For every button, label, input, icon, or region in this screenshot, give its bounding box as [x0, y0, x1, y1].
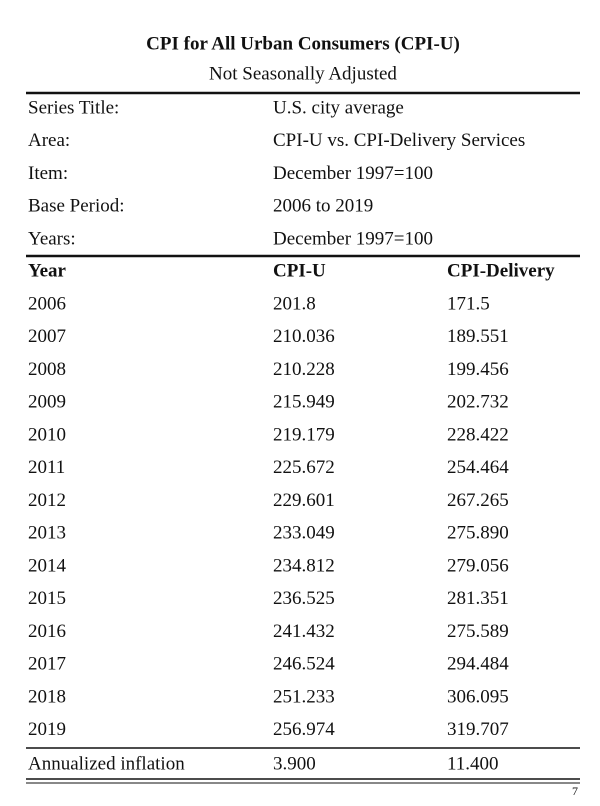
page-number: 7: [572, 784, 578, 798]
meta-value: December 1997=100: [273, 163, 433, 184]
cell: 225.672: [273, 457, 335, 478]
meta-value: 2006 to 2019: [273, 196, 373, 217]
cell: 2017: [28, 654, 66, 675]
title: CPI for All Urban Consumers (CPI-U): [146, 33, 460, 54]
cell: 275.890: [447, 523, 509, 544]
cell: 210.228: [273, 359, 335, 380]
cell: 256.974: [273, 719, 335, 740]
cell: 2007: [28, 326, 66, 347]
cell: 2012: [28, 490, 66, 511]
cell: 234.812: [273, 555, 335, 576]
cell: 275.589: [447, 621, 509, 642]
cell: 228.422: [447, 424, 509, 445]
cell: 251.233: [273, 686, 335, 707]
subtitle: Not Seasonally Adjusted: [209, 63, 397, 84]
cell: 202.732: [447, 392, 509, 413]
cell: 306.095: [447, 686, 509, 707]
cell: 2011: [28, 457, 65, 478]
cell: 219.179: [273, 424, 335, 445]
cell: 281.351: [447, 588, 509, 609]
footer-cell: 3.900: [273, 753, 316, 774]
cell: 241.432: [273, 621, 335, 642]
cell: 2013: [28, 523, 66, 544]
meta-value: CPI-U vs. CPI-Delivery Services: [273, 130, 525, 151]
cell: 199.456: [447, 359, 509, 380]
cell: 236.525: [273, 588, 335, 609]
cell: 2006: [28, 293, 66, 314]
cell: 2015: [28, 588, 66, 609]
footer-cell: Annualized inflation: [28, 753, 185, 774]
cell: 189.551: [447, 326, 509, 347]
cell: 2010: [28, 424, 66, 445]
cell: 2014: [28, 555, 67, 576]
meta-label: Base Period:: [28, 196, 125, 217]
cell: 171.5: [447, 293, 490, 314]
cell: 210.036: [273, 326, 335, 347]
cell: 229.601: [273, 490, 335, 511]
cell: 2016: [28, 621, 66, 642]
cell: 2018: [28, 686, 66, 707]
column-header: CPI-U: [273, 260, 326, 281]
column-header: CPI-Delivery: [447, 260, 555, 281]
meta-value: December 1997=100: [273, 228, 433, 249]
footer-cell: 11.400: [447, 753, 499, 774]
cell: 279.056: [447, 555, 509, 576]
cell: 267.265: [447, 490, 509, 511]
meta-value: U.S. city average: [273, 97, 404, 118]
meta-label: Item:: [28, 163, 68, 184]
cell: 294.484: [447, 654, 509, 675]
cell: 2019: [28, 719, 66, 740]
column-header: Year: [28, 260, 67, 281]
cell: 2009: [28, 392, 66, 413]
cell: 215.949: [273, 392, 335, 413]
meta-label: Series Title:: [28, 97, 119, 118]
cell: 254.464: [447, 457, 509, 478]
meta-label: Area:: [28, 130, 70, 151]
cell: 319.707: [447, 719, 509, 740]
meta-label: Years:: [28, 228, 76, 249]
cell: 2008: [28, 359, 66, 380]
cell: 201.8: [273, 293, 316, 314]
cell: 246.524: [273, 654, 335, 675]
cell: 233.049: [273, 523, 335, 544]
